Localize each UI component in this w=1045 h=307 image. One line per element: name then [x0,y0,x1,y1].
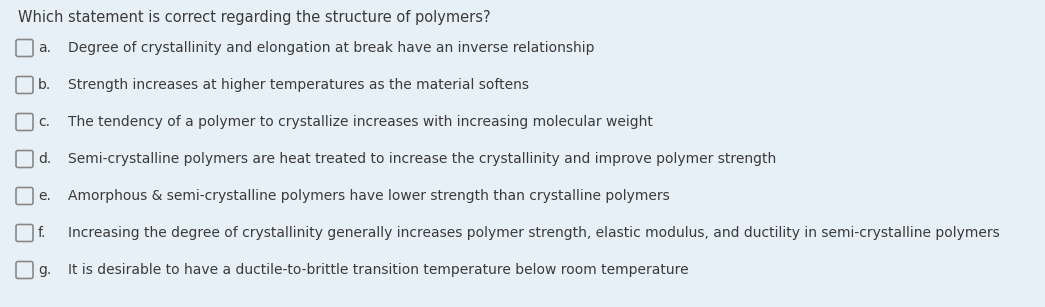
Text: Which statement is correct regarding the structure of polymers?: Which statement is correct regarding the… [18,10,490,25]
Text: b.: b. [38,78,51,92]
Text: d.: d. [38,152,51,166]
Text: a.: a. [38,41,51,55]
Text: e.: e. [38,189,51,203]
Text: Increasing the degree of crystallinity generally increases polymer strength, ela: Increasing the degree of crystallinity g… [68,226,1000,240]
Text: f.: f. [38,226,46,240]
Text: The tendency of a polymer to crystallize increases with increasing molecular wei: The tendency of a polymer to crystallize… [68,115,653,129]
Text: Degree of crystallinity and elongation at break have an inverse relationship: Degree of crystallinity and elongation a… [68,41,595,55]
Text: c.: c. [38,115,50,129]
Text: g.: g. [38,263,51,277]
Text: Strength increases at higher temperatures as the material softens: Strength increases at higher temperature… [68,78,529,92]
Text: It is desirable to have a ductile-to-brittle transition temperature below room t: It is desirable to have a ductile-to-bri… [68,263,689,277]
Text: Amorphous & semi-crystalline polymers have lower strength than crystalline polym: Amorphous & semi-crystalline polymers ha… [68,189,670,203]
Text: Semi-crystalline polymers are heat treated to increase the crystallinity and imp: Semi-crystalline polymers are heat treat… [68,152,776,166]
